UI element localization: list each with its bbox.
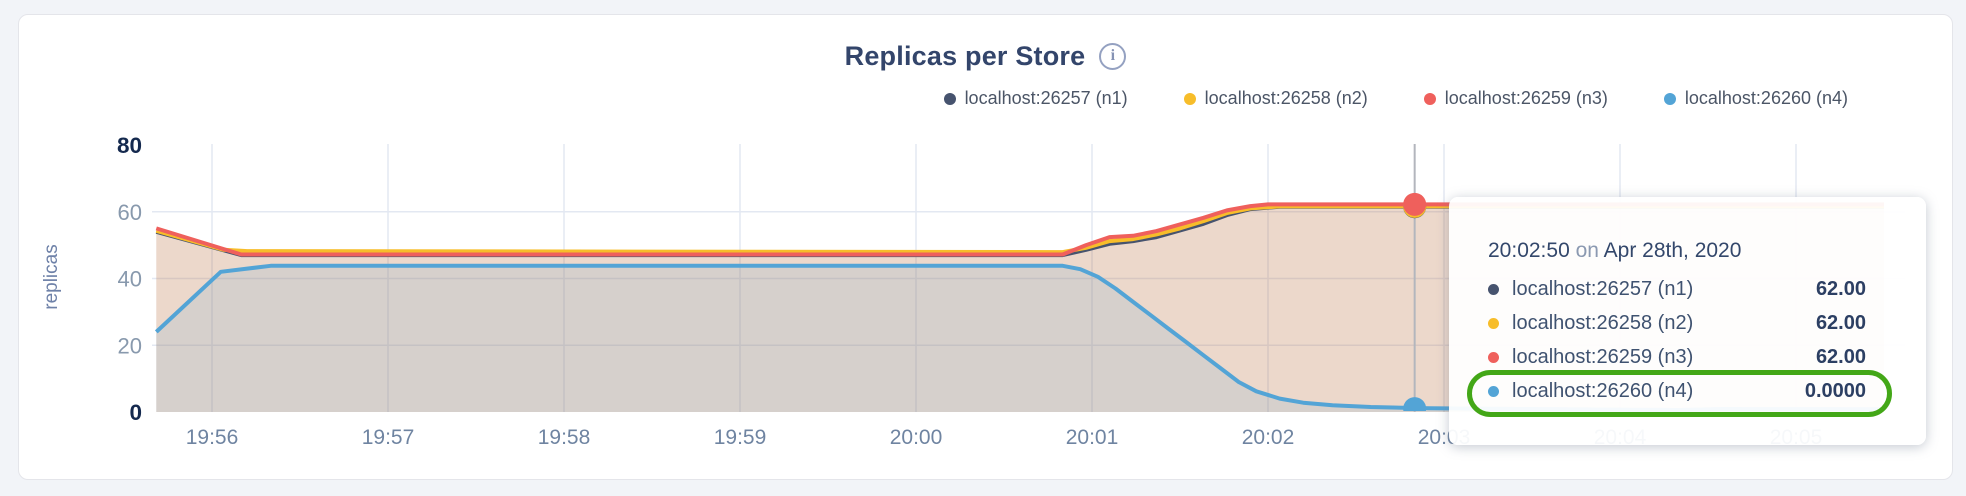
tooltip-series-value: 62.00 bbox=[1815, 345, 1866, 368]
series-dot-icon bbox=[1488, 317, 1499, 329]
legend-dot-icon bbox=[1663, 92, 1676, 105]
tooltip-row-n3: localhost:26259 (n3) 62.00 bbox=[1488, 340, 1866, 374]
legend-label: localhost:26257 (n1) bbox=[964, 88, 1128, 108]
y-axis-label: replicas bbox=[41, 244, 62, 309]
tooltip-rows: localhost:26257 (n1) 62.00 localhost:26258… bbox=[1488, 272, 1866, 408]
legend-item-n4[interactable]: localhost:26260 (n4) bbox=[1663, 88, 1848, 109]
legend-item-n2[interactable]: localhost:26258 (n2) bbox=[1183, 88, 1368, 109]
series-line bbox=[155, 204, 1884, 255]
info-icon[interactable]: i bbox=[1099, 42, 1127, 70]
legend-item-n3[interactable]: localhost:26259 (n3) bbox=[1423, 88, 1608, 109]
y-tick-label: 20 bbox=[118, 333, 142, 358]
area-fill bbox=[156, 265, 1884, 412]
x-tick-label: 20:02 bbox=[1242, 426, 1295, 449]
legend-dot-icon bbox=[1423, 92, 1436, 105]
x-tick-label: 19:59 bbox=[714, 426, 767, 449]
tooltip-series-label: localhost:26259 (n3) bbox=[1512, 345, 1694, 368]
legend-item-n1[interactable]: localhost:26257 (n1) bbox=[943, 88, 1128, 109]
series-dot-icon bbox=[1488, 351, 1499, 363]
chart-header: Replicas per Store i bbox=[18, 38, 1953, 74]
series-dot-icon bbox=[1488, 385, 1499, 397]
y-tick-label: 80 bbox=[117, 133, 142, 158]
legend-label: localhost:26259 (n3) bbox=[1444, 88, 1608, 108]
legend: localhost:26257 (n1) localhost:26258 (n2)… bbox=[943, 88, 1848, 109]
chart-title: Replicas per Store bbox=[844, 40, 1086, 71]
hover-dot-n4 bbox=[1403, 397, 1427, 411]
tooltip-series-label: localhost:26260 (n4) bbox=[1512, 379, 1694, 402]
y-tick-label: 40 bbox=[118, 267, 142, 292]
y-tick-label: 0 bbox=[129, 400, 142, 425]
x-tick-label: 20:01 bbox=[1066, 426, 1119, 449]
tooltip-row-n4: localhost:26260 (n4) 0.0000 bbox=[1488, 374, 1866, 408]
tooltip-row-n2: localhost:26258 (n2) 62.00 bbox=[1488, 306, 1866, 340]
tooltip-series-value: 62.00 bbox=[1815, 277, 1866, 300]
tooltip-series-value: 0.0000 bbox=[1804, 379, 1866, 402]
tooltip-timestamp: 20:02:50 on Apr 28th, 2020 bbox=[1488, 239, 1866, 263]
tooltip-row-n1: localhost:26257 (n1) 62.00 bbox=[1488, 272, 1866, 306]
hover-tooltip: 20:02:50 on Apr 28th, 2020 localhost:262… bbox=[1449, 197, 1926, 445]
x-tick-label: 19:58 bbox=[538, 426, 591, 449]
series-dot-icon bbox=[1488, 283, 1499, 295]
tooltip-connector: on bbox=[1575, 239, 1599, 262]
y-tick-label: 60 bbox=[118, 200, 142, 225]
legend-dot-icon bbox=[1183, 92, 1196, 105]
tooltip-date: Apr 28th, 2020 bbox=[1603, 239, 1742, 262]
legend-label: localhost:26258 (n2) bbox=[1204, 88, 1368, 108]
tooltip-series-value: 62.00 bbox=[1815, 311, 1866, 334]
legend-dot-icon bbox=[943, 92, 956, 105]
tooltip-series-label: localhost:26257 (n1) bbox=[1512, 277, 1694, 300]
series-line bbox=[155, 202, 1884, 257]
tooltip-time: 20:02:50 bbox=[1488, 239, 1570, 262]
x-tick-label: 20:00 bbox=[890, 426, 943, 449]
hover-dots bbox=[1403, 192, 1427, 411]
tooltip-series-label: localhost:26258 (n2) bbox=[1512, 311, 1694, 334]
x-tick-label: 19:56 bbox=[186, 426, 239, 449]
x-tick-label: 19:57 bbox=[362, 426, 415, 449]
legend-label: localhost:26260 (n4) bbox=[1684, 88, 1848, 108]
hover-dot-n3 bbox=[1403, 192, 1427, 216]
